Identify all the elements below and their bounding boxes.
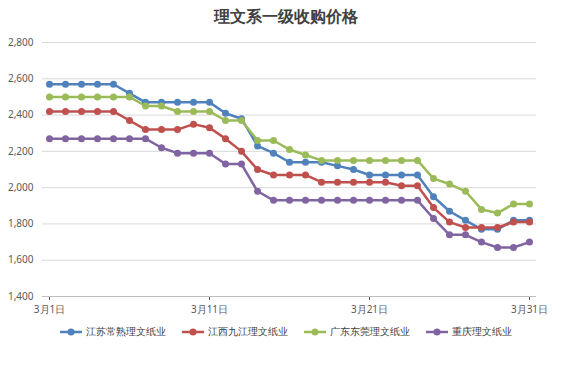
svg-text:3月1日: 3月1日	[34, 302, 65, 316]
html-text:广东东莞理文纸业: 广东东莞理文纸业	[330, 326, 410, 337]
svg-text:2,000: 2,000	[8, 180, 34, 194]
svg-text:1,600: 1,600	[8, 252, 34, 266]
html-text:理文系一级收购价格: 理文系一级收购价格	[214, 7, 358, 26]
svg-text:2,600: 2,600	[8, 71, 34, 85]
svg-text:3月11日: 3月11日	[191, 302, 228, 316]
html-text:江苏常熟理文纸业: 江苏常熟理文纸业	[86, 326, 166, 337]
svg-text:2,400: 2,400	[8, 107, 34, 121]
svg-text:1,400: 1,400	[8, 289, 34, 303]
svg-text:1,800: 1,800	[8, 216, 34, 230]
svg-text:2,200: 2,200	[8, 144, 34, 158]
svg-text:2,800: 2,800	[8, 35, 34, 49]
svg-text:3月31日: 3月31日	[511, 302, 548, 316]
html-text:江西九江理文纸业: 江西九江理文纸业	[208, 326, 288, 337]
svg-text:3月21日: 3月21日	[351, 302, 388, 316]
html-text:重庆理文纸业: 重庆理文纸业	[452, 326, 512, 337]
